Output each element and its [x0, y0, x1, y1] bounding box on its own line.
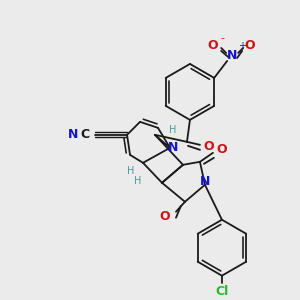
Text: H: H [127, 166, 135, 176]
Text: Cl: Cl [215, 285, 229, 298]
Text: O: O [245, 39, 255, 52]
Text: O: O [204, 140, 214, 153]
Text: N: N [168, 141, 178, 154]
Text: N: N [68, 128, 78, 141]
Text: +: + [238, 41, 246, 51]
Text: O: O [208, 39, 218, 52]
Text: H: H [169, 125, 177, 135]
Text: H: H [134, 176, 142, 186]
Text: N: N [227, 50, 237, 62]
Text: O: O [217, 143, 227, 156]
Text: -: - [220, 33, 224, 43]
Text: O: O [160, 210, 170, 223]
Text: C: C [80, 128, 90, 141]
Text: N: N [200, 175, 210, 188]
